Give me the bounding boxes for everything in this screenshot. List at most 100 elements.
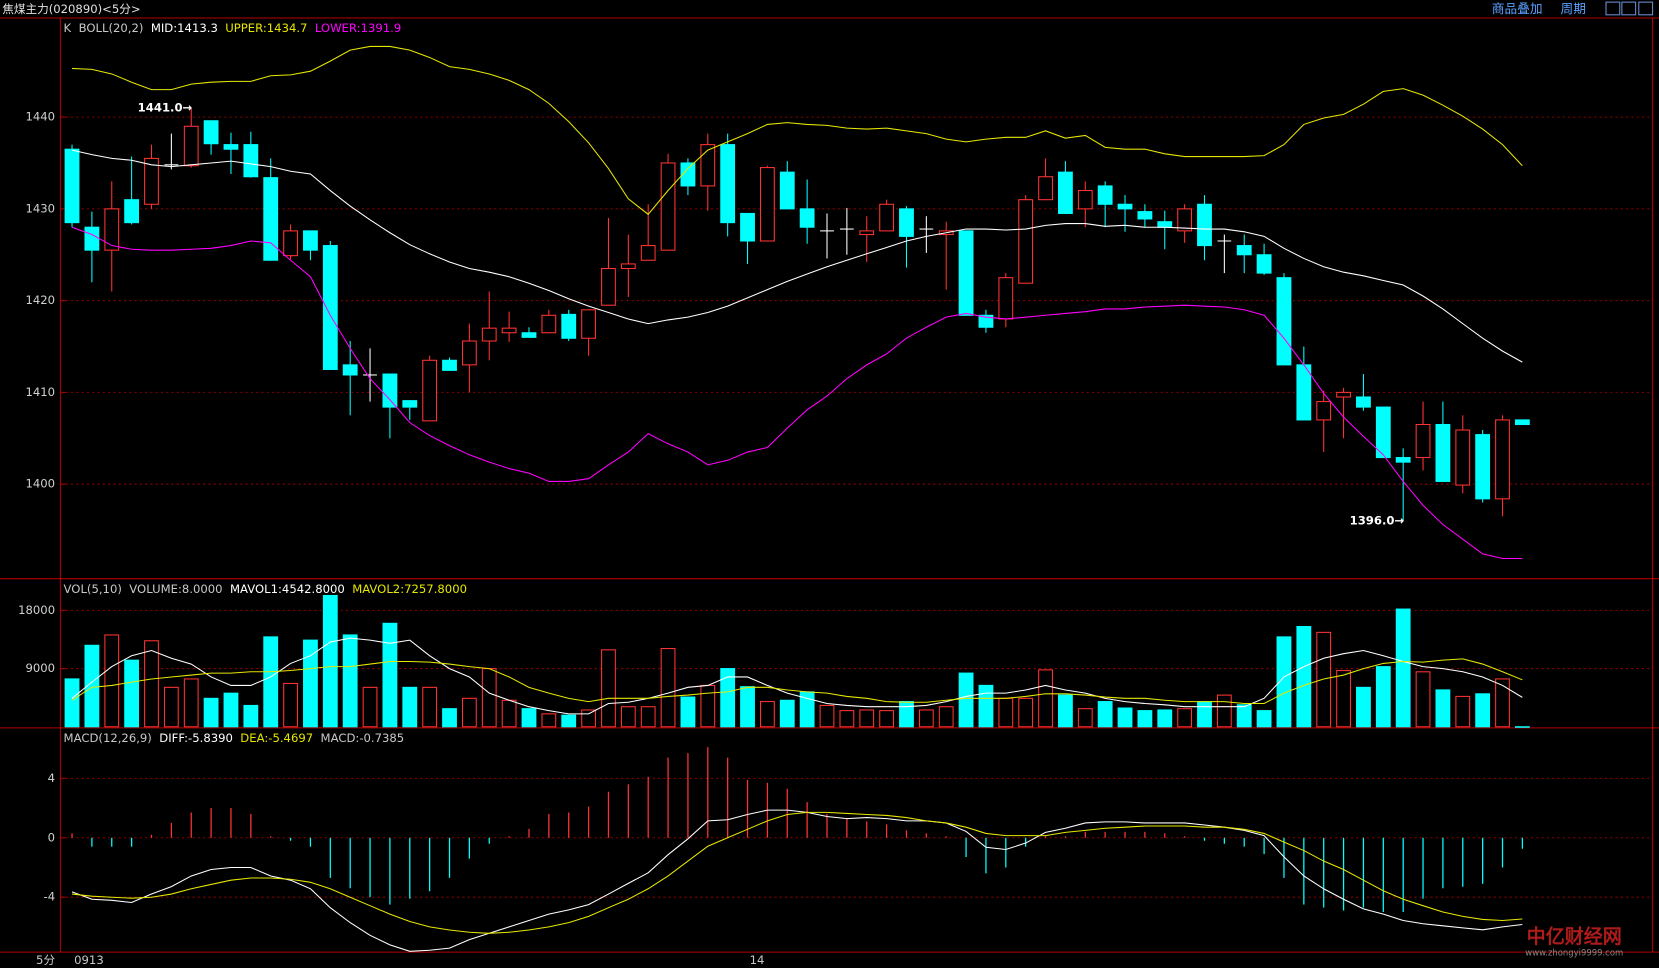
candle-body [601,267,616,306]
volume-bar [680,696,696,728]
candle-body [501,327,517,334]
volume-bar [223,692,239,728]
legend-entry: VOLUME:8.0000 [129,582,222,596]
volume-bar [1455,695,1471,728]
candle-body [402,400,418,408]
candle-body [740,212,755,242]
volume-bar [1137,710,1153,728]
x-tick-label: 14 [750,953,765,967]
candle-body [680,162,696,187]
candle-body [1038,176,1053,201]
top-bar [0,0,1659,18]
volume-bar [541,713,557,728]
y-tick-label: 1440 [26,110,56,124]
volume-bar [183,678,199,728]
legend-entry: DIFF:-5.8390 [159,731,233,745]
candle-body [859,230,875,236]
volume-bar [1336,669,1351,728]
y-tick-label: 9000 [26,661,56,675]
watermark-logo: 中亿财经网 [1527,925,1622,948]
legend-entry: LOWER:1391.9 [315,21,401,35]
volume-bar [243,704,259,728]
candle-body [1157,221,1173,228]
candle-body [1475,434,1491,500]
candle-body [183,125,199,167]
candle-body [84,226,100,251]
volume-bar [263,636,279,728]
candle-body [481,327,497,342]
indicator-line [71,809,1523,952]
window-controls[interactable] [1605,1,1654,16]
candle-body [1375,406,1391,459]
candle-body [978,314,994,328]
legend-entry: BOLL(20,2) [79,21,144,35]
volume-bar [442,708,457,728]
candle-body [283,230,298,257]
legend-entry: MID:1413.3 [151,21,218,35]
candle-body [620,263,636,270]
volume-bar [1276,636,1292,728]
legend-entry: MACD(12,26,9) [64,731,152,745]
legend-entry: UPPER:1434.7 [225,21,307,35]
legend-entry: MAVOL1:4542.8000 [230,582,345,596]
period-button[interactable]: 周期 [1561,1,1586,16]
volume-bar [1375,666,1391,728]
candle-body [1495,419,1510,500]
candle-body [1097,185,1113,205]
candle-body [1356,396,1371,408]
volume-bar [1077,708,1093,728]
candle-body [223,144,239,150]
volume-bar [1177,708,1193,728]
legend-entry: VOL(5,10) [64,582,122,596]
indicator-line [71,226,1523,560]
volume-bar [759,701,775,728]
volume-bar [124,659,140,728]
candle-body [461,340,477,366]
volume-bar [958,672,974,728]
candle-body [442,359,457,371]
candle-body [759,167,775,242]
volume-bar [819,704,835,728]
candle-body [958,230,974,316]
watermark-url: www.zhongyi9999.com [1525,948,1623,958]
candle-body [640,245,656,261]
volume-bar [839,710,855,728]
candle-body [144,157,159,205]
candle-body [1256,254,1272,274]
candle-body [263,177,279,261]
volume-bar [1395,608,1411,728]
volume-bar [481,668,497,728]
volume-bar [1415,671,1431,728]
candle-body [1177,208,1193,232]
volume-bar [1157,709,1173,728]
legend-entry: DEA:-5.4697 [240,731,313,745]
close-icon[interactable] [1638,1,1654,16]
volume-bar [1197,701,1212,728]
candle-body [1316,401,1332,421]
y-tick-label: 4 [48,771,55,785]
forward-icon[interactable] [1621,1,1637,16]
candle-body [581,309,596,339]
candle-body [799,208,815,228]
candle-body [382,373,398,408]
indicator-line [71,149,1523,363]
candle-body [1197,203,1212,247]
volume-bar [303,639,318,728]
volume-bar [938,706,954,728]
volume-bar [978,684,994,728]
candle-body [1455,429,1471,486]
back-icon[interactable] [1605,1,1621,16]
volume-bar [203,697,219,728]
volume-bar [1038,669,1053,728]
candle-body [422,359,438,422]
volume-bar [1216,694,1232,728]
volume-bar [1097,701,1113,728]
x-tick-label: 0913 [74,953,104,967]
price-annotation: 1396.0→ [1350,513,1405,527]
overlay-button[interactable]: 商品叠加 [1492,1,1543,16]
volume-bar [362,686,378,728]
candle-body [342,364,358,376]
volume-bar [342,634,358,728]
candle-body [700,144,716,187]
volume-bar [581,709,596,728]
